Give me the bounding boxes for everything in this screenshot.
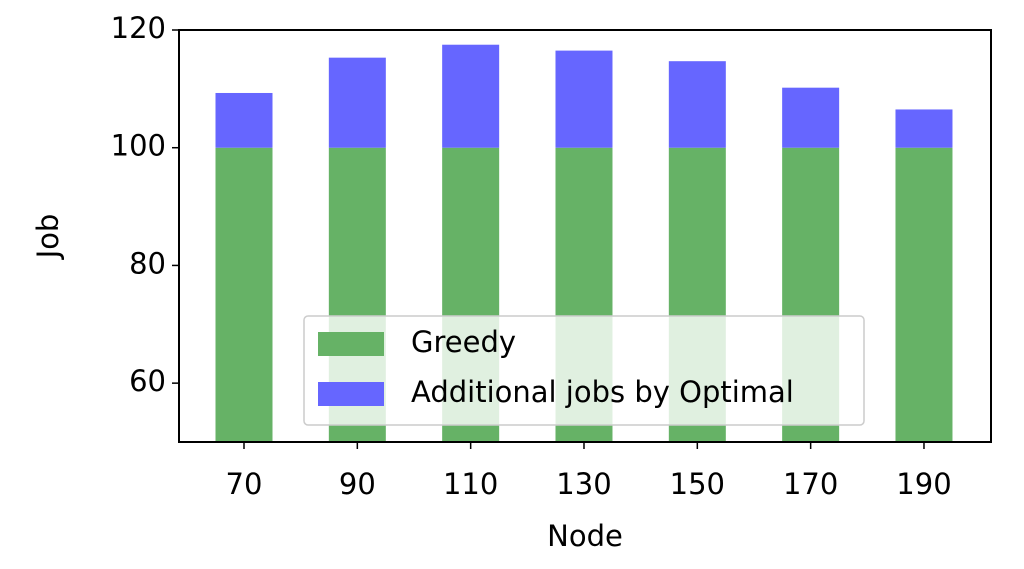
y-tick-label: 80 [129, 246, 166, 280]
bar [215, 92, 273, 148]
legend-swatch [318, 382, 384, 406]
x-axis-label: Node [547, 519, 623, 553]
y-axis-label: Job [31, 214, 65, 261]
bar [328, 57, 386, 148]
y-tick-label: 100 [111, 129, 166, 163]
plot-frame [178, 29, 992, 443]
legend-label: Additional jobs by Optimal [411, 375, 794, 409]
legend-box [303, 315, 865, 426]
bar [782, 87, 840, 148]
bar [895, 109, 953, 148]
x-tick-label: 70 [226, 467, 263, 501]
y-tick-label: 120 [111, 11, 166, 45]
x-tick-label: 130 [556, 467, 611, 501]
bar [668, 61, 726, 148]
legend-swatch [318, 332, 384, 356]
x-tick-label: 190 [896, 467, 951, 501]
x-tick-label: 110 [443, 467, 498, 501]
x-tick-label: 90 [339, 467, 376, 501]
bar [555, 50, 613, 148]
legend: Greedy Additional jobs by Optimal [303, 315, 865, 426]
bar [442, 44, 500, 148]
x-tick-label: 150 [670, 467, 725, 501]
bar [895, 147, 953, 442]
x-tick-label: 170 [783, 467, 838, 501]
y-tick-label: 60 [129, 364, 166, 398]
legend-label: Greedy [411, 325, 516, 359]
bar [215, 147, 273, 442]
